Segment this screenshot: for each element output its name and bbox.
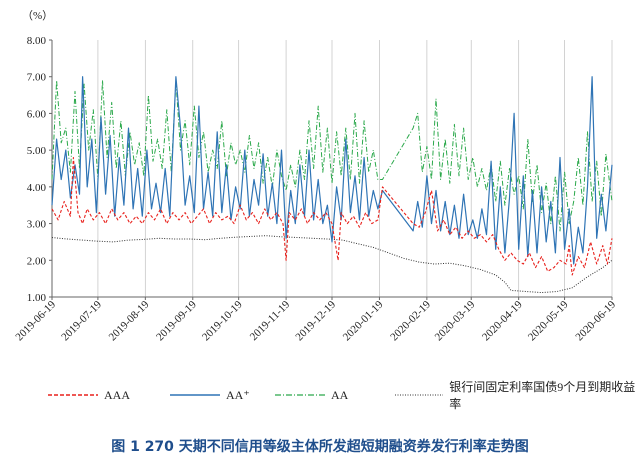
y-tick-label-0: 1.00 [27,292,47,304]
grid-layer [51,40,613,297]
y-tick-label-6: 7.00 [27,72,47,84]
y-tick-label-3: 4.00 [27,182,47,194]
legend-item-aa: AA [275,384,348,406]
x-tick-label-7: 2020-01-19 [341,298,386,343]
y-tick-label-2: 3.00 [27,219,47,231]
legend-label-aa-plus: AA⁺ [226,387,250,402]
x-tick-label-0: 2019-06-19 [13,298,58,343]
y-tick-label-4: 5.00 [27,145,47,157]
legend-label-aaa: AAA [104,387,130,402]
rate-trend-chart: 1.00 2.00 3.00 4.00 5.00 6.00 7.00 8.00 2019-06-… [13,35,618,343]
x-tick-label-5: 2019-11-19 [248,298,293,343]
x-tick-label-6: 2019-12-19 [293,298,338,343]
x-tick-label-1: 2019-07-19 [59,298,104,343]
series-line-0 [51,156,613,276]
series-layer [51,76,613,294]
legend-item-treasury: 银行间固定利率国债9个月到期收益率 [395,380,640,411]
legend-label-treasury: 银行间固定利率国债9个月到期收益率 [449,380,636,411]
x-tick-label-11: 2020-05-19 [526,298,571,343]
x-tick-label-12: 2020-06-19 [573,298,618,343]
legend-item-aaa: AAA [48,384,130,406]
x-tick-label-9: 2020-03-19 [433,298,478,343]
y-tick-label-1: 2.00 [27,255,47,267]
legend-item-aa-plus: AA⁺ [170,384,250,406]
x-tick-label-8: 2020-02-19 [388,298,433,343]
x-tick-label-2: 2019-08-19 [107,298,152,343]
series-line-2 [51,79,613,232]
series-line-1 [51,76,613,265]
y-tick-label-7: 8.00 [27,35,47,47]
figure-caption: 图 1 270 天期不同信用等级主体所发超短期融资券发行利率走势图 [111,439,529,455]
y-tick-label-5: 6.00 [27,108,47,120]
x-tick-label-10: 2020-04-19 [480,298,525,343]
legend-label-aa: AA [331,387,349,402]
y-axis-unit: （%） [22,10,54,22]
x-tick-label-3: 2019-09-19 [154,298,199,343]
x-tick-label-4: 2019-10-19 [200,298,245,343]
chart-legend: AAA AA⁺ AA 银行间固定利率国债9个月到期收益率 [40,380,640,411]
